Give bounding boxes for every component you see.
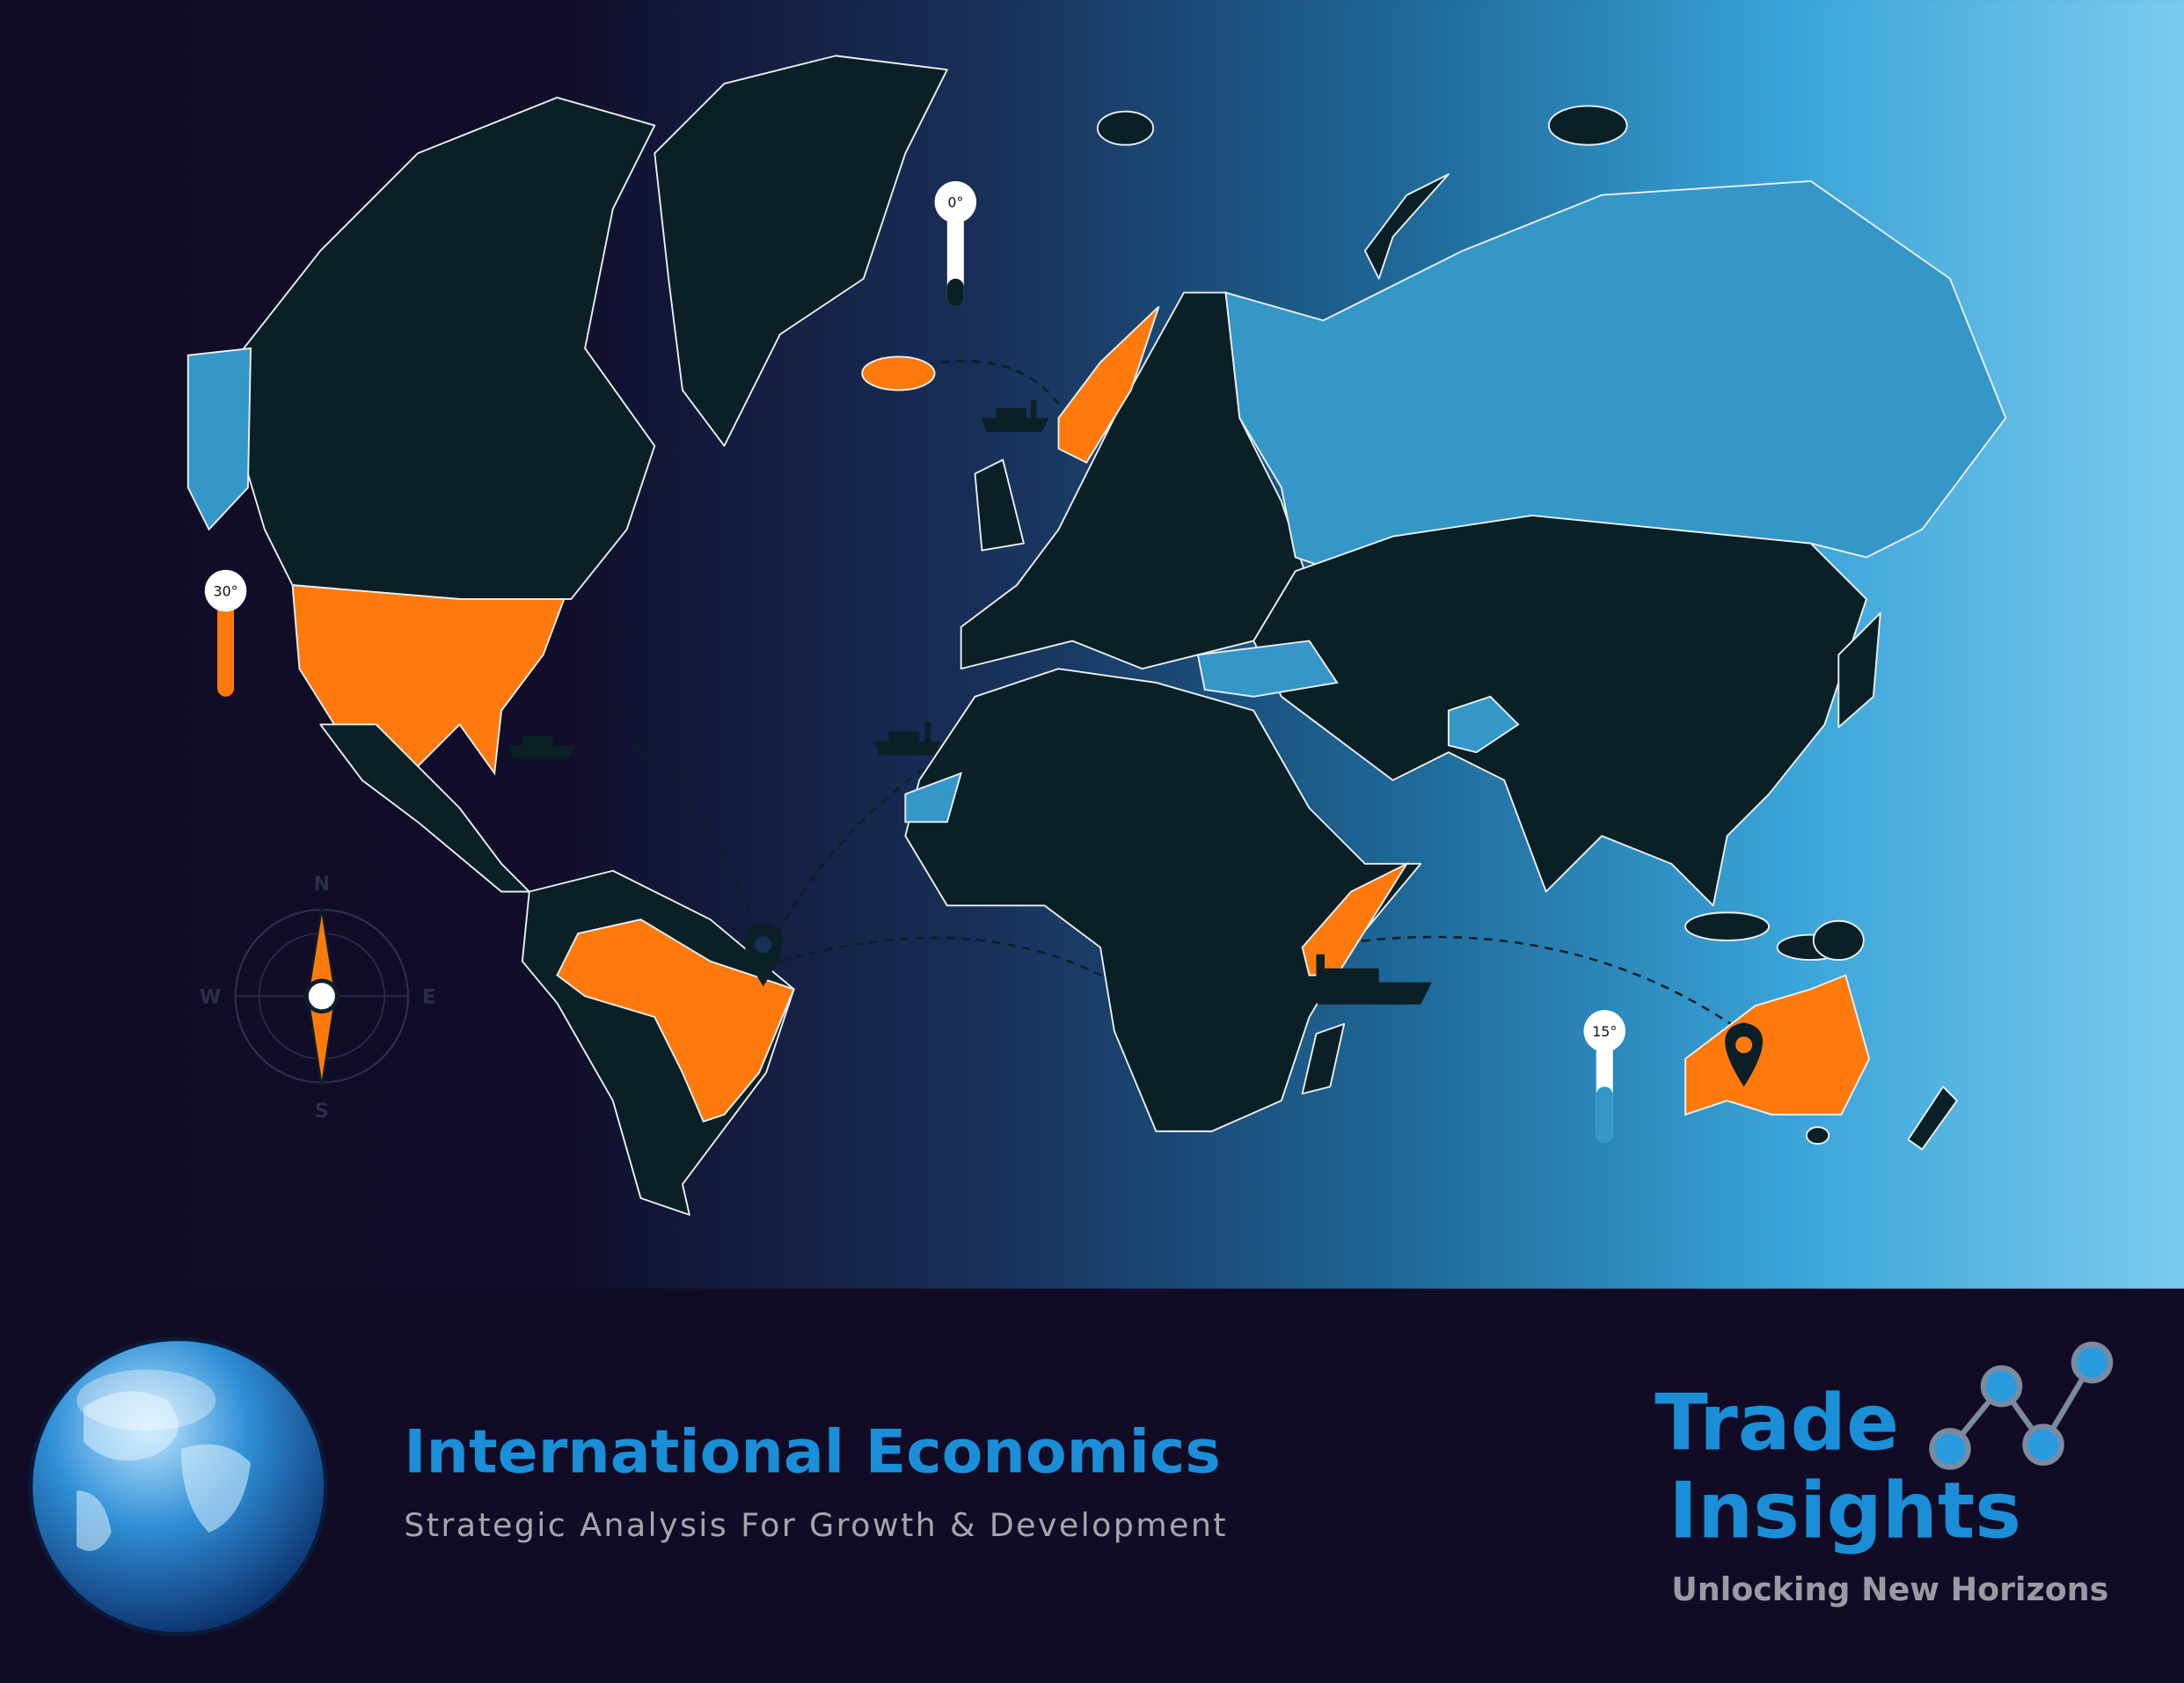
temperature-label: 30°: [214, 583, 238, 600]
ships: [508, 399, 1432, 1005]
compass-e: E: [422, 985, 435, 1008]
temperature-label: 0°: [947, 194, 963, 211]
logo-tagline: Unlocking New Horizons: [1671, 1570, 2108, 1608]
logo-word: Trade: [1654, 1378, 1899, 1468]
thermometers: 0° 30° 15°: [204, 180, 1625, 1143]
temperature-label: 15°: [1592, 1023, 1617, 1040]
footer-title: International Economics: [404, 1417, 1221, 1487]
logo-word: Insights: [1669, 1465, 2021, 1555]
world-map: [186, 55, 2007, 1216]
globe: [28, 1336, 328, 1636]
compass-n: N: [314, 873, 331, 896]
logo: Trade Insights Unlocking New Horizons: [1654, 1341, 2114, 1608]
compass-s: S: [315, 1100, 329, 1123]
footer-subtitle: Strategic Analysis For Growth & Developm…: [404, 1506, 1228, 1544]
footer-background: [0, 1288, 2184, 1683]
compass: N E S W: [200, 873, 435, 1123]
compass-w: W: [200, 985, 221, 1008]
pins: [744, 922, 1763, 1087]
